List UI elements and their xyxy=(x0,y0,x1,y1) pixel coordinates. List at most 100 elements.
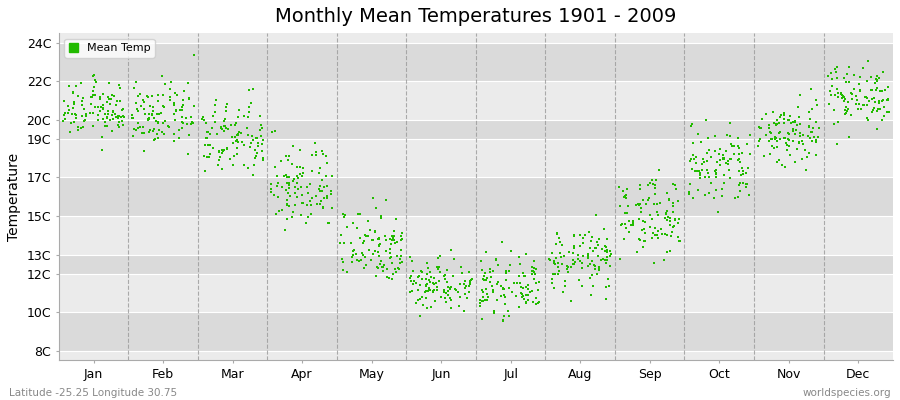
Point xyxy=(457,281,472,288)
Point xyxy=(838,107,852,113)
Point xyxy=(105,108,120,114)
Point xyxy=(856,64,870,71)
Point xyxy=(772,120,787,126)
Point xyxy=(567,243,581,249)
Point xyxy=(637,238,652,244)
Point xyxy=(666,223,680,230)
Point xyxy=(247,162,261,168)
Point xyxy=(502,262,517,268)
Point xyxy=(269,211,284,217)
Point xyxy=(496,317,510,323)
Point xyxy=(632,216,646,222)
Point xyxy=(759,132,773,138)
Point xyxy=(688,160,703,166)
Point xyxy=(806,105,820,112)
Point xyxy=(580,254,595,261)
Point xyxy=(256,154,270,161)
Point xyxy=(86,73,101,79)
Point xyxy=(464,276,479,282)
Point xyxy=(346,248,360,254)
Point xyxy=(438,295,453,301)
Point xyxy=(300,202,314,208)
Point xyxy=(422,287,436,293)
Point xyxy=(478,296,492,303)
Point xyxy=(112,119,126,126)
Point xyxy=(67,88,81,95)
Point xyxy=(517,296,531,302)
Point xyxy=(472,303,487,309)
Point xyxy=(681,191,696,197)
Point xyxy=(526,299,540,305)
Point xyxy=(474,315,489,322)
Point xyxy=(197,153,211,160)
Point xyxy=(525,271,539,277)
Point xyxy=(805,138,819,144)
Point xyxy=(394,259,409,265)
Point xyxy=(279,186,293,193)
Point xyxy=(861,97,876,104)
Point xyxy=(786,127,800,134)
Point xyxy=(786,138,800,144)
Point xyxy=(74,80,88,86)
Point xyxy=(282,173,296,180)
Point xyxy=(426,289,440,295)
Point xyxy=(173,107,187,114)
Point xyxy=(214,166,229,172)
Point xyxy=(501,313,516,320)
Point xyxy=(645,216,660,222)
Point xyxy=(519,299,534,305)
Point xyxy=(645,177,660,183)
Point xyxy=(239,125,254,132)
Point xyxy=(316,184,330,190)
Point xyxy=(753,125,768,131)
Point xyxy=(790,146,805,152)
Point xyxy=(446,273,460,280)
Point xyxy=(127,126,141,133)
Point xyxy=(60,103,75,109)
Point xyxy=(670,198,685,204)
Point xyxy=(75,102,89,108)
Point xyxy=(145,110,159,117)
Point xyxy=(852,101,867,107)
Point xyxy=(202,154,216,160)
Point xyxy=(87,92,102,98)
Point xyxy=(194,116,209,122)
Point xyxy=(878,87,893,93)
Point xyxy=(603,251,617,257)
Point xyxy=(476,288,491,295)
Point xyxy=(436,289,451,295)
Point xyxy=(124,115,139,121)
Point xyxy=(490,256,504,263)
Point xyxy=(662,215,677,222)
Point xyxy=(864,73,878,80)
Point xyxy=(439,299,454,305)
Point xyxy=(735,168,750,174)
Point xyxy=(579,232,593,238)
Point xyxy=(617,221,632,228)
Point xyxy=(580,250,595,257)
Point xyxy=(831,64,845,70)
Point xyxy=(168,89,183,96)
Point xyxy=(220,145,234,152)
Point xyxy=(157,130,171,137)
Point xyxy=(206,145,220,151)
Point xyxy=(792,121,806,128)
Point xyxy=(77,118,92,124)
Point xyxy=(447,286,462,292)
Point xyxy=(356,264,371,271)
Point xyxy=(631,201,645,208)
Point xyxy=(842,64,857,70)
Point xyxy=(869,108,884,114)
Point xyxy=(659,211,673,218)
Point xyxy=(809,119,824,126)
Point xyxy=(68,99,82,105)
Point xyxy=(721,161,735,168)
Point xyxy=(130,124,145,131)
Point xyxy=(666,224,680,230)
Point xyxy=(860,115,874,121)
Point xyxy=(735,150,750,156)
Point xyxy=(845,91,859,97)
Point xyxy=(472,300,487,306)
Point xyxy=(734,188,748,195)
Point xyxy=(762,150,777,157)
